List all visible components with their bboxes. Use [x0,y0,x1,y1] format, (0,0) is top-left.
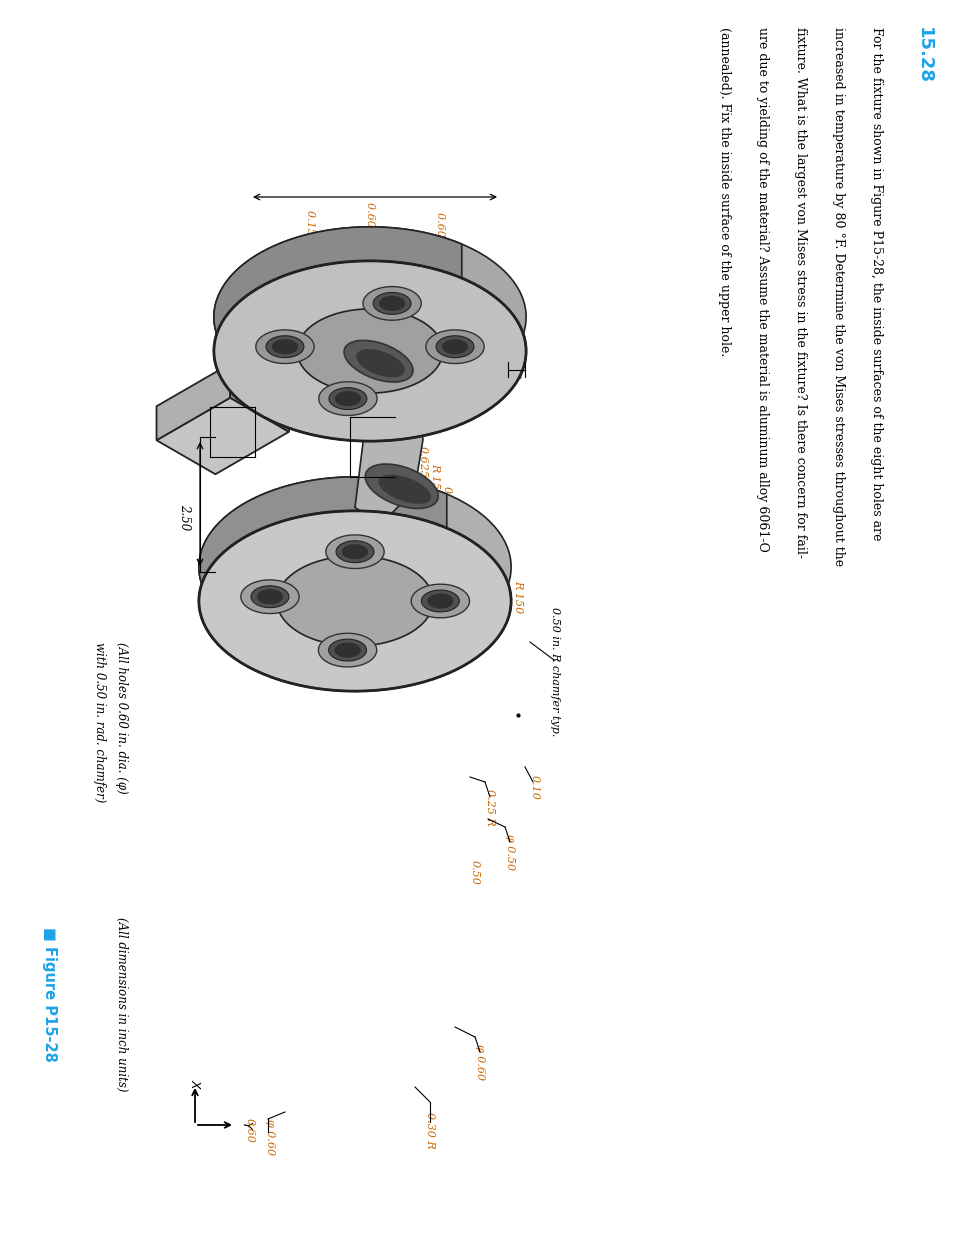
Polygon shape [277,555,434,646]
Text: (All holes 0.60 in. dia. (φ): (All holes 0.60 in. dia. (φ) [115,642,128,794]
Text: 0.150 R: 0.150 R [305,210,315,254]
Polygon shape [427,594,454,609]
Polygon shape [379,296,405,310]
Polygon shape [319,633,377,667]
Text: 1.500: 1.500 [383,411,393,443]
Polygon shape [256,589,283,605]
Polygon shape [199,476,447,682]
Text: 0.775: 0.775 [395,430,405,463]
Text: φ 0.60: φ 0.60 [265,1119,275,1155]
Text: 0.10: 0.10 [530,774,540,799]
Text: 0.60 dia.: 0.60 dia. [435,213,445,261]
Text: Y: Y [239,1121,252,1129]
Text: (annealed). Fix the inside surface of the upper hole.: (annealed). Fix the inside surface of th… [718,27,731,356]
Ellipse shape [378,475,431,503]
Text: 0.625: 0.625 [365,393,375,426]
Text: (All dimensions in inch units): (All dimensions in inch units) [115,917,128,1091]
Polygon shape [256,330,314,364]
Polygon shape [241,580,300,614]
Polygon shape [328,640,367,661]
Polygon shape [325,534,384,569]
Polygon shape [319,382,377,416]
Ellipse shape [344,340,413,382]
Polygon shape [436,335,474,357]
Polygon shape [355,317,423,524]
Text: fixture. What is the largest von Mises stress in the fixture? Is there concern f: fixture. What is the largest von Mises s… [794,27,807,558]
Text: For the fixture shown in Figure P15-28, the inside surfaces of the eight holes a: For the fixture shown in Figure P15-28, … [870,27,883,541]
Polygon shape [266,335,304,357]
Polygon shape [213,226,462,424]
Text: ure due to yielding of the material? Assume the material is aluminum alloy 6061-: ure due to yielding of the material? Ass… [756,27,769,552]
Polygon shape [373,292,412,314]
Text: 0.60 dia.: 0.60 dia. [365,203,375,251]
Text: ■ Figure P15-28: ■ Figure P15-28 [42,927,57,1061]
Text: 0.30: 0.30 [511,355,521,380]
Polygon shape [442,339,468,354]
Ellipse shape [366,464,438,508]
Text: φ 0.60: φ 0.60 [475,1044,485,1080]
Polygon shape [421,590,459,612]
Text: 2.50: 2.50 [179,503,191,531]
Text: R 150: R 150 [513,580,523,614]
Polygon shape [251,586,289,607]
Text: 0.625: 0.625 [418,447,428,477]
Polygon shape [272,339,298,354]
Polygon shape [157,364,230,440]
Text: R 150: R 150 [430,464,440,496]
Text: 3.00: 3.00 [415,235,425,260]
Text: with 0.50 in. rad. chamfer): with 0.50 in. rad. chamfer) [93,642,106,803]
Text: 0.50 in. R chamfer typ.: 0.50 in. R chamfer typ. [550,607,560,737]
Polygon shape [342,544,368,559]
Polygon shape [213,261,526,442]
Text: 0.50: 0.50 [470,860,480,884]
Polygon shape [363,287,421,320]
Text: 0.30 R: 0.30 R [425,1112,435,1148]
Polygon shape [230,364,289,432]
Polygon shape [334,642,361,658]
Polygon shape [335,391,361,406]
Polygon shape [329,387,367,409]
Text: 15.28: 15.28 [915,27,933,84]
Text: φ 0.50: φ 0.50 [505,834,515,870]
Text: 0.40: 0.40 [450,505,460,529]
Polygon shape [157,398,289,474]
Text: increased in temperature by 80 °F. Determine the von Mises stresses throughout t: increased in temperature by 80 °F. Deter… [832,27,845,567]
Text: 0.25 R: 0.25 R [485,789,495,825]
Polygon shape [412,584,470,617]
Text: 0.500: 0.500 [442,486,452,518]
Polygon shape [297,309,443,393]
Polygon shape [199,511,511,691]
Ellipse shape [356,349,405,377]
Text: 0.60: 0.60 [245,1117,255,1143]
Text: X: X [189,1079,202,1087]
Polygon shape [199,477,511,657]
Polygon shape [336,541,374,563]
Polygon shape [426,330,484,364]
Polygon shape [213,226,526,407]
